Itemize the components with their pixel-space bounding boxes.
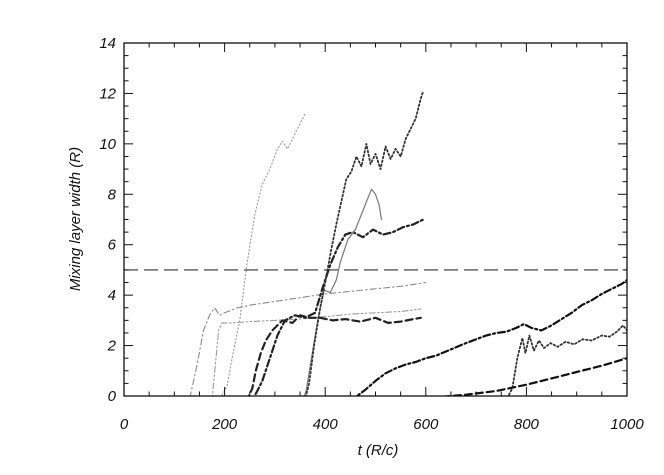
series-layer [124,90,627,396]
series-line-6 [303,188,383,396]
x-tick-label: 0 [120,416,129,433]
x-tick-label: 800 [514,416,540,433]
series-line-8 [355,278,627,396]
y-tick-label: 12 [99,85,116,102]
y-tick-label: 6 [108,237,117,254]
y-tick-label: 14 [99,35,116,52]
axes-layer: 0 200 400 600 800 1000 0 2 4 6 8 10 12 14 [99,35,644,433]
x-tick-label: 600 [413,416,439,433]
series-line-4 [247,314,422,396]
series-line-2 [189,281,427,396]
y-tick-label: 2 [107,338,117,355]
series-line-7 [305,90,425,396]
x-tick-label: 200 [211,416,238,433]
x-tick-label: 400 [313,416,339,433]
y-tick-label: 0 [108,388,117,405]
series-line-3 [211,308,422,396]
y-tick-label: 10 [99,136,116,153]
y-tick-label: 8 [108,186,117,203]
y-axis-title: Mixing layer width (R) [67,147,84,291]
series-line-1 [221,113,306,396]
y-tick-label: 4 [108,287,116,304]
series-line-5 [253,218,425,396]
x-axis-title: t (R/c) [358,442,399,459]
series-line-9 [507,324,627,396]
x-tick-label: 1000 [610,416,644,433]
series-line-10 [438,357,627,396]
